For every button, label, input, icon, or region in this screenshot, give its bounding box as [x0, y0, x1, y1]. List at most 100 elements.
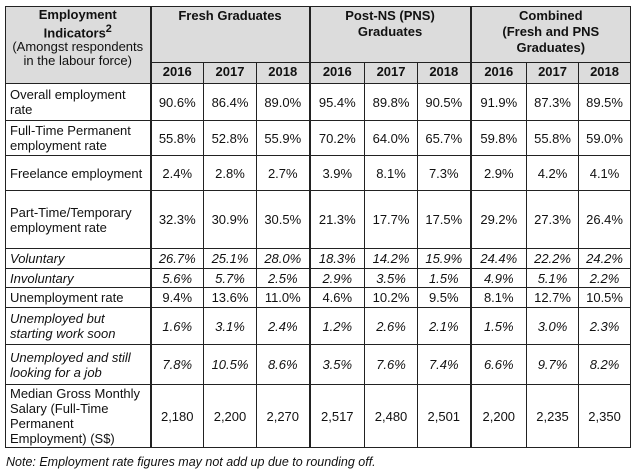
value-cell: 26.4%	[578, 190, 632, 249]
value-cell: 2,350	[578, 384, 632, 448]
value-cell: 2.4%	[149, 155, 204, 191]
value-cell: 10.5%	[578, 287, 632, 308]
row-label: Median Gross Monthly Salary (Full-Time P…	[5, 384, 151, 448]
group-label-line2: (Fresh and PNS	[502, 24, 600, 39]
table-row: Median Gross Monthly Salary (Full-Time P…	[5, 384, 632, 448]
indicator-header-sub2: in the labour force)	[23, 53, 132, 69]
value-cell: 17.5%	[417, 190, 472, 249]
row-label: Unemployed but starting work soon	[5, 307, 151, 345]
value-cell: 30.9%	[203, 190, 257, 249]
value-cell: 9.5%	[417, 287, 472, 308]
row-label: Full-Time Permanent employment rate	[5, 120, 151, 156]
value-cell: 2,235	[526, 384, 580, 448]
table-row: Unemployed and still looking for a job 7.…	[5, 344, 632, 385]
value-cell: 7.8%	[149, 344, 204, 385]
value-cell: 22.2%	[526, 248, 580, 269]
value-cell: 2.8%	[203, 155, 257, 191]
indicator-header-line2: Indicators	[43, 25, 106, 41]
group-label: Combined	[519, 8, 583, 23]
value-cell: 14.2%	[364, 248, 419, 269]
value-cell: 9.4%	[149, 287, 204, 308]
group-label: Post-NS (PNS) Graduates	[345, 8, 435, 39]
table-row: Freelance employment 2.4% 2.8% 2.7% 3.9% 8.1%…	[5, 155, 632, 191]
value-cell: 17.7%	[364, 190, 419, 249]
value-cell: 3.9%	[308, 155, 366, 191]
value-cell: 8.2%	[578, 344, 632, 385]
value-cell: 1.6%	[149, 307, 204, 345]
value-cell: 59.0%	[578, 120, 632, 156]
value-cell: 28.0%	[255, 248, 311, 269]
row-label: Freelance employment	[5, 155, 151, 191]
value-cell: 24.2%	[578, 248, 632, 269]
value-cell: 86.4%	[203, 83, 257, 121]
value-cell: 2,270	[255, 384, 311, 448]
year-header: 2016	[149, 62, 204, 84]
value-cell: 91.9%	[469, 83, 528, 121]
table-body: Overall employment rate 90.6% 86.4% 89.0% 95…	[5, 83, 632, 448]
value-cell: 32.3%	[149, 190, 204, 249]
value-cell: 3.0%	[526, 307, 580, 345]
value-cell: 5.7%	[203, 268, 257, 288]
value-cell: 59.8%	[469, 120, 528, 156]
group-header-pns: Post-NS (PNS) Graduates	[308, 6, 472, 63]
row-label: Voluntary	[5, 248, 151, 269]
row-label: Involuntary	[5, 268, 151, 288]
value-cell: 15.9%	[417, 248, 472, 269]
table-row: Part-Time/Temporary employment rate 32.3%…	[5, 190, 632, 249]
table-row: Unemployed but starting work soon 1.6% 3.1…	[5, 307, 632, 345]
year-header: 2017	[203, 62, 257, 84]
value-cell: 2,480	[364, 384, 419, 448]
value-cell: 2.7%	[255, 155, 311, 191]
value-cell: 90.6%	[149, 83, 204, 121]
value-cell: 4.6%	[308, 287, 366, 308]
value-cell: 4.1%	[578, 155, 632, 191]
value-cell: 4.2%	[526, 155, 580, 191]
value-cell: 9.7%	[526, 344, 580, 385]
value-cell: 8.6%	[255, 344, 311, 385]
value-cell: 8.1%	[469, 287, 528, 308]
value-cell: 2,501	[417, 384, 472, 448]
row-label: Unemployment rate	[5, 287, 151, 308]
value-cell: 4.9%	[469, 268, 528, 288]
table-row: Voluntary 26.7% 25.1% 28.0% 18.3% 14.2% 15.9% 2…	[5, 248, 632, 269]
value-cell: 29.2%	[469, 190, 528, 249]
value-cell: 65.7%	[417, 120, 472, 156]
year-header-row: 2016 2017 2018 2016 2017 2018 2016 2017 2018	[6, 62, 632, 84]
row-label: Unemployed and still looking for a job	[5, 344, 151, 385]
value-cell: 2.1%	[417, 307, 472, 345]
value-cell: 95.4%	[308, 83, 366, 121]
value-cell: 10.2%	[364, 287, 419, 308]
value-cell: 70.2%	[308, 120, 366, 156]
value-cell: 2.5%	[255, 268, 311, 288]
value-cell: 2,180	[149, 384, 204, 448]
value-cell: 55.9%	[255, 120, 311, 156]
table-row: Full-Time Permanent employment rate 55.8%…	[5, 120, 632, 156]
value-cell: 5.1%	[526, 268, 580, 288]
value-cell: 64.0%	[364, 120, 419, 156]
table-row: Unemployment rate 9.4% 13.6% 11.0% 4.6% 10.2%…	[5, 287, 632, 308]
employment-indicators-table: Employment Indicators2 (Amongst responde…	[5, 6, 632, 448]
table-note: Note: Employment rate figures may not ad…	[6, 455, 376, 469]
value-cell: 1.2%	[308, 307, 366, 345]
row-label: Overall employment rate	[5, 83, 151, 121]
value-cell: 11.0%	[255, 287, 311, 308]
value-cell: 13.6%	[203, 287, 257, 308]
value-cell: 2.2%	[578, 268, 632, 288]
value-cell: 1.5%	[417, 268, 472, 288]
value-cell: 52.8%	[203, 120, 257, 156]
value-cell: 7.3%	[417, 155, 472, 191]
table-row: Involuntary 5.6% 5.7% 2.5% 2.9% 3.5% 1.5% 4.9% 5…	[5, 268, 632, 288]
group-label-line3: Graduates)	[516, 40, 586, 55]
value-cell: 30.5%	[255, 190, 311, 249]
value-cell: 89.8%	[364, 83, 419, 121]
value-cell: 27.3%	[526, 190, 580, 249]
value-cell: 2,200	[469, 384, 528, 448]
value-cell: 2,517	[308, 384, 366, 448]
value-cell: 3.5%	[308, 344, 366, 385]
indicator-header-sub1: (Amongst respondents	[12, 39, 144, 55]
value-cell: 1.5%	[469, 307, 528, 345]
indicator-header: Employment Indicators2 (Amongst responde…	[5, 6, 151, 84]
value-cell: 89.5%	[578, 83, 632, 121]
value-cell: 12.7%	[526, 287, 580, 308]
indicator-header-line1: Employment	[38, 7, 117, 22]
